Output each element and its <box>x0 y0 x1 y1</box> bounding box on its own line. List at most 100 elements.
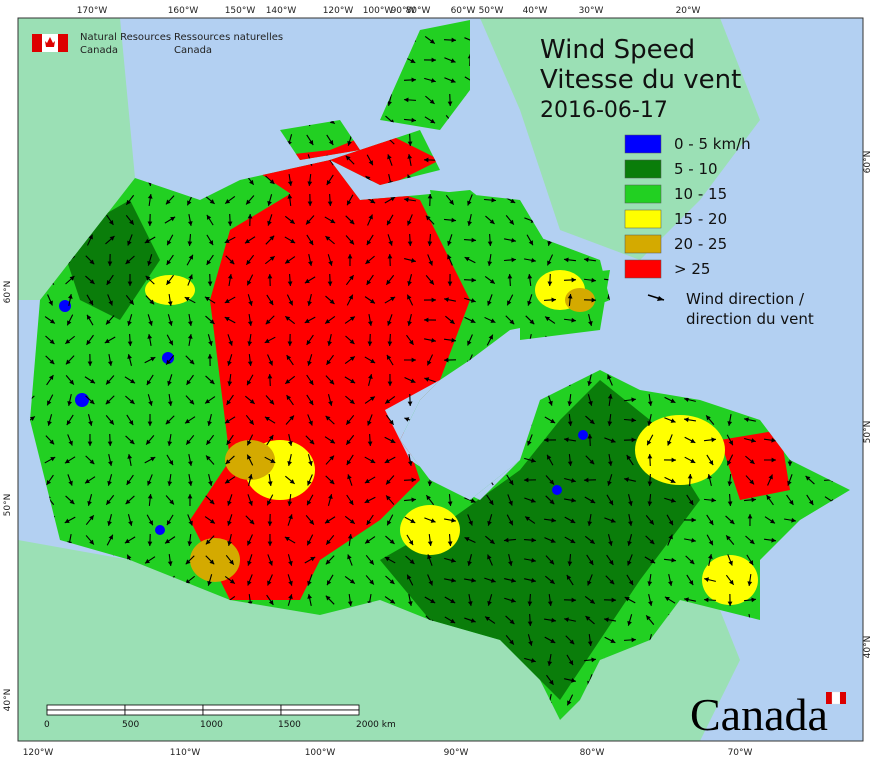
wind-arrow-head <box>168 320 173 326</box>
wind-arrow-head <box>430 518 436 523</box>
wind-arrow-head <box>248 500 253 506</box>
wind-arrow-head <box>347 554 352 560</box>
wind-arrow-head <box>107 261 113 266</box>
wind-arrow-head <box>350 378 356 384</box>
wind-arrow-head <box>510 198 516 203</box>
wind-arrow-head <box>431 57 436 63</box>
wind-arrow-head <box>748 560 754 566</box>
wind-arrow-head <box>425 215 431 221</box>
wind-arrow-head <box>285 379 291 384</box>
wind-arrow-head <box>587 434 593 439</box>
wind-arrow-head <box>647 481 653 486</box>
wind-arrow-head <box>270 458 276 463</box>
wind-arrow-head <box>267 521 273 526</box>
longitude-label: 30°W <box>579 6 604 16</box>
wind-arrow-head <box>787 480 792 486</box>
wind-arrow-head <box>349 219 355 225</box>
wind-arrow-head <box>424 317 429 323</box>
wind-arrow-head <box>727 421 733 426</box>
wind-arrow-head <box>307 360 312 366</box>
wind-arrow-head <box>147 221 153 226</box>
wind-arrow-head <box>729 519 735 525</box>
wind-arrow-head <box>49 439 55 445</box>
wind-arrow-head <box>368 160 373 166</box>
wind-arrow-head <box>567 401 573 406</box>
wind-arrow-head <box>571 317 576 323</box>
wind-arrow-head <box>224 238 230 243</box>
wind-arrow-head <box>587 521 593 526</box>
wind-arrow-head <box>346 439 351 445</box>
wind-arrow-head <box>284 536 290 542</box>
wind-arrow-head <box>89 459 95 465</box>
wind-arrow-head <box>369 396 375 402</box>
wind-arrow-head <box>68 440 73 446</box>
agency-fr: Ressources naturelles <box>174 32 283 43</box>
wind-arrow-head <box>584 477 589 483</box>
legend-label: 10 - 15 <box>674 185 727 203</box>
wind-arrow-head <box>429 39 435 44</box>
wordmark: Canada <box>690 689 828 740</box>
wind-arrow-head <box>166 279 171 285</box>
wind-arrow-head <box>771 437 776 443</box>
legend-swatch <box>624 159 662 179</box>
wind-arrow-head <box>224 317 230 322</box>
wind-arrow-head <box>269 256 275 261</box>
wind-arrow-head <box>549 679 554 685</box>
wind-arrow-head <box>290 238 296 244</box>
wind-arrow-head <box>207 281 213 286</box>
wind-arrow-head <box>591 297 596 303</box>
wind-arrow-head <box>269 235 275 241</box>
wind-arrow-head <box>564 437 569 443</box>
wind-arrow-head <box>349 399 355 404</box>
wind-arrow-head <box>531 557 536 563</box>
wind-arrow-head <box>407 601 413 606</box>
wind-arrow-head <box>687 474 693 479</box>
wind-arrow-head <box>264 416 270 422</box>
wind-arrow-head <box>47 420 52 426</box>
wind-arrow-head <box>407 280 412 286</box>
wind-arrow-head <box>166 259 172 265</box>
wind-arrow-head <box>65 359 71 365</box>
wind-arrow-head <box>127 341 133 346</box>
wind-arrow-head <box>48 300 53 306</box>
wind-arrow-head <box>148 520 153 526</box>
usa <box>18 540 740 741</box>
wind-arrow-head <box>288 594 293 600</box>
wind-arrow-head <box>389 419 394 425</box>
wind-arrow-head <box>329 379 335 385</box>
wind-arrow-head <box>708 520 714 526</box>
legend-label: > 25 <box>674 260 710 278</box>
wind-arrow-head <box>567 461 573 466</box>
wind-arrow-head <box>167 380 172 386</box>
wind-arrow-head <box>167 240 172 246</box>
wind-arrow-head <box>129 439 135 445</box>
date: 2016-06-17 <box>540 98 668 123</box>
wind-arrow-head <box>269 399 275 405</box>
wind-arrow-head <box>67 294 73 299</box>
wind-arrow-head <box>531 537 536 543</box>
alaska <box>18 18 135 300</box>
wind-arrow-head <box>387 320 392 326</box>
wind-arrow-head <box>169 499 174 505</box>
wind-arrow-head <box>186 379 192 385</box>
wind-arrow-head <box>349 239 354 245</box>
wind-arrow-head <box>411 357 416 363</box>
wind-arrow-head <box>670 498 676 503</box>
wind-arrow-head <box>208 340 213 346</box>
wind-arrow-head <box>367 420 372 426</box>
wind-arrow-head <box>108 534 113 540</box>
wind-arrow-head <box>247 580 252 586</box>
wind-arrow-head <box>706 415 711 421</box>
wind-arrow-head <box>427 360 432 366</box>
wind-arrow-head <box>727 481 733 486</box>
wind-arrow-head <box>285 316 291 321</box>
wind-arrow-head <box>450 78 456 83</box>
wind-arrow-head <box>168 340 173 346</box>
wind-arrow-head <box>787 461 793 466</box>
wind-arrow-head <box>188 520 193 526</box>
wind-arrow-head <box>325 559 331 565</box>
wind-arrow-head <box>247 380 252 386</box>
wind-arrow-head <box>451 217 456 223</box>
map-area <box>18 18 863 741</box>
legend-label: 15 - 20 <box>674 210 727 228</box>
